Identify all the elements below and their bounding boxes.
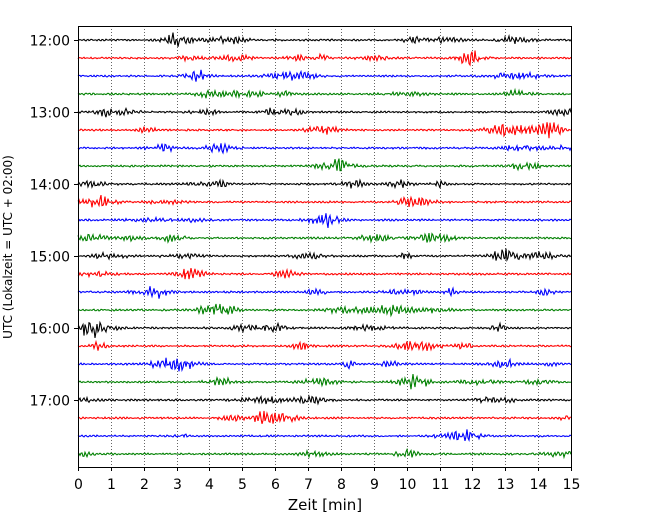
x-tick-label: 10 [399, 477, 417, 493]
seismic-trace-1245 [77, 87, 572, 100]
x-tick-label: 12 [464, 477, 482, 493]
y-tick-label: 16:00 [30, 322, 70, 338]
seismic-trace-1730 [77, 429, 572, 443]
y-axis: 12:00 13:00 14:00 15:00 16:00 17:00 [30, 34, 78, 410]
seismic-trace-1430 [77, 213, 572, 229]
seismic-trace-1700 [77, 394, 572, 406]
seismic-trace-1415 [77, 194, 572, 208]
x-tick-label: 3 [173, 477, 182, 493]
x-axis: 0 1 2 3 4 5 6 7 8 9 10 11 12 13 14 15 [74, 467, 580, 493]
seismic-trace-1630 [77, 357, 572, 373]
x-tick-label: 1 [107, 477, 116, 493]
seismic-trace-1545 [77, 303, 572, 318]
seismic-traces [77, 32, 572, 460]
seismic-trace-1200 [77, 32, 572, 47]
x-tick-label: 4 [205, 477, 214, 493]
x-tick-label: 0 [74, 477, 83, 493]
x-tick-label: 13 [497, 477, 515, 493]
x-axis-label: Zeit [min] [288, 496, 362, 514]
seismic-trace-1600 [77, 320, 572, 339]
seismic-trace-1330 [77, 142, 572, 155]
seismic-trace-1215 [77, 50, 572, 67]
y-tick-label: 15:00 [30, 250, 70, 266]
x-tick-label: 15 [563, 477, 581, 493]
seismic-trace-1615 [77, 339, 572, 352]
x-tick-label: 9 [370, 477, 379, 493]
seismic-trace-1515 [77, 267, 572, 280]
y-tick-label: 17:00 [30, 394, 70, 410]
y-tick-label: 14:00 [30, 178, 70, 194]
x-tick-label: 5 [238, 477, 247, 493]
seismic-trace-1230 [77, 69, 572, 82]
x-tick-label: 2 [140, 477, 149, 493]
x-tick-label: 8 [337, 477, 346, 493]
seismic-trace-1315 [77, 122, 572, 139]
seismic-trace-1715 [77, 410, 572, 424]
plot-frame [78, 26, 572, 468]
y-tick-label: 12:00 [30, 34, 70, 50]
y-axis-label: UTC (Lokalzeit = UTC + 02:00) [1, 155, 15, 339]
x-tick-label: 7 [304, 477, 313, 493]
seismic-trace-1745 [77, 447, 572, 460]
seismic-trace-1300 [77, 106, 572, 118]
seismic-trace-1445 [77, 232, 572, 244]
seismic-trace-1645 [77, 374, 572, 390]
seismic-trace-1500 [77, 248, 572, 263]
x-tick-label: 11 [432, 477, 450, 493]
x-tick-label: 6 [271, 477, 280, 493]
x-tick-label: 14 [530, 477, 548, 493]
seismic-trace-1345 [77, 158, 572, 172]
seismic-trace-1400 [77, 178, 572, 190]
y-tick-label: 13:00 [30, 106, 70, 122]
seismic-trace-1530 [77, 286, 572, 299]
